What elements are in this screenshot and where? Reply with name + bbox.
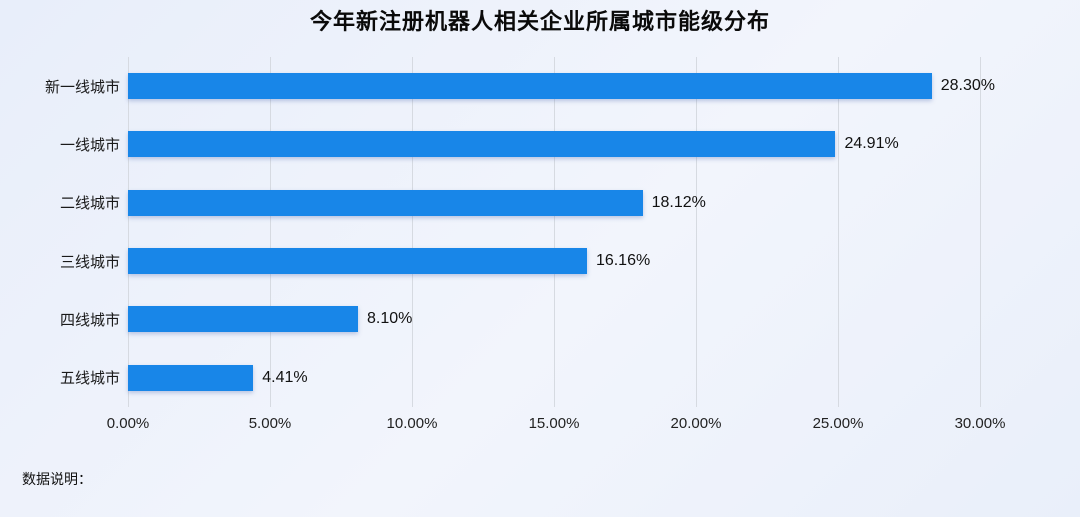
bar-row: 二线城市 18.12% [60, 174, 980, 232]
category-label: 新一线城市 [44, 78, 120, 96]
category-label: 五线城市 [59, 370, 120, 388]
x-tick-label: 0.00% [106, 415, 150, 432]
bar [128, 131, 836, 158]
x-axis: 0.00% 5.00% 10.00% 15.00% 20.00% 25.00% 30.00% [107, 415, 1006, 435]
bar-row: 一线城市 24.91% [60, 115, 980, 173]
value-label: 28.30% [940, 77, 995, 95]
category-label: 二线城市 [59, 195, 120, 213]
gridline [554, 57, 555, 407]
gridline [269, 57, 271, 407]
category-label: 一线城市 [59, 136, 120, 154]
x-tick-label: 15.00% [528, 415, 580, 432]
x-tick-label: 30.00% [954, 415, 1006, 432]
gridline [411, 57, 413, 407]
value-label: 24.91% [844, 135, 899, 153]
gridline [980, 57, 981, 407]
gridline [695, 57, 697, 407]
category-label: 四线城市 [59, 311, 120, 329]
bar [128, 364, 254, 391]
x-tick-label: 5.00% [248, 415, 292, 432]
value-label: 18.12% [651, 193, 706, 211]
gridline [838, 57, 839, 407]
bar [128, 73, 932, 100]
bar [128, 189, 643, 216]
category-label: 三线城市 [59, 253, 120, 271]
value-label: 4.41% [262, 368, 308, 386]
data-notes: 数据说明： 1.统计范围：仅统计企业名称、经营范围、品牌产品含关键词“机器人”的… [22, 436, 491, 517]
bar-row: 三线城市 16.16% [60, 232, 980, 290]
notes-heading: 数据说明： [22, 471, 92, 487]
bar-row: 新一线城市 28.30% [45, 57, 995, 115]
bar-row: 五线城市 4.41% [60, 349, 980, 407]
plot-area: 新一线城市 28.30% 一线城市 24.91% 二线城市 18.12% 三线城市 16.16… [45, 57, 995, 407]
bar-row: 四线城市 8.10% [60, 290, 980, 348]
value-label: 16.16% [595, 252, 651, 270]
bar [128, 248, 587, 275]
x-tick-label: 10.00% [386, 415, 438, 432]
chart-title: 今年新注册机器人相关企业所属城市能级分布 [309, 9, 770, 34]
gridline [128, 57, 129, 407]
bar [128, 306, 359, 333]
x-tick-label: 25.00% [812, 415, 864, 432]
value-label: 8.10% [367, 310, 413, 328]
x-tick-label: 20.00% [670, 415, 722, 432]
